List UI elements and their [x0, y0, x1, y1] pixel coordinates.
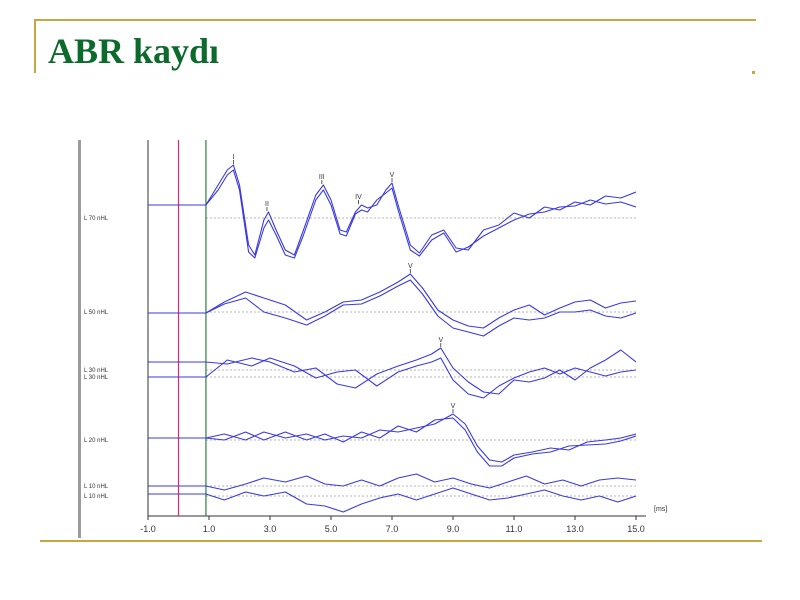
trace-line [148, 417, 637, 467]
frame-top-line [34, 19, 756, 21]
trace-label: L 20 nHL [84, 438, 109, 444]
x-tick-label: 9.0 [447, 524, 460, 534]
x-tick-label: 15.0 [627, 524, 645, 534]
trace-line [148, 473, 637, 491]
trace-line [148, 487, 637, 513]
frame-right-tick [752, 71, 755, 74]
wave-label: I [232, 154, 234, 161]
trace-line [148, 279, 637, 337]
slide-title: ABR kaydı [48, 31, 220, 71]
trace-line [148, 347, 637, 395]
trace-label: L 10 nHL [84, 484, 109, 490]
x-tick-label: -1.0 [140, 524, 156, 534]
x-tick-label: 5.0 [325, 524, 338, 534]
x-tick-label: 13.0 [566, 524, 584, 534]
trace-label: L 30 nHL [84, 375, 109, 381]
trace-label: L 50 nHL [84, 310, 109, 316]
wave-label: II [265, 201, 269, 208]
x-tick-label: 3.0 [264, 524, 277, 534]
trace-line [148, 273, 637, 329]
chart-background [78, 140, 648, 538]
wave-label: IV [355, 194, 362, 201]
wave-label: III [319, 174, 325, 181]
trace-line [148, 169, 637, 259]
trace-line [148, 413, 637, 463]
x-tick-label: 7.0 [386, 524, 399, 534]
chart-left-edge [78, 140, 81, 538]
abr-traces [148, 164, 637, 513]
trace-label: L 70 nHL [84, 216, 109, 222]
x-axis-ticks: -1.0 1.0 3.0 5.0 7.0 9.0 11.0 13.0 15.0 [140, 516, 645, 534]
wave-label: V [451, 403, 456, 410]
trace-label: L 10 nHL [84, 494, 109, 500]
x-tick-label: 11.0 [506, 524, 523, 534]
frame-bottom-line [40, 540, 762, 542]
x-tick-label: 1.0 [203, 524, 216, 534]
wave-label: V [390, 172, 395, 179]
wave-label: V [438, 337, 443, 344]
frame-left-line [34, 19, 36, 73]
stimulus-markers [177, 140, 207, 516]
trace-label: L 30 nHL [84, 368, 109, 374]
trace-line [148, 164, 637, 256]
x-unit-label: [ms] [654, 506, 667, 513]
wave-label: V [408, 263, 413, 270]
trace-line [148, 357, 637, 399]
